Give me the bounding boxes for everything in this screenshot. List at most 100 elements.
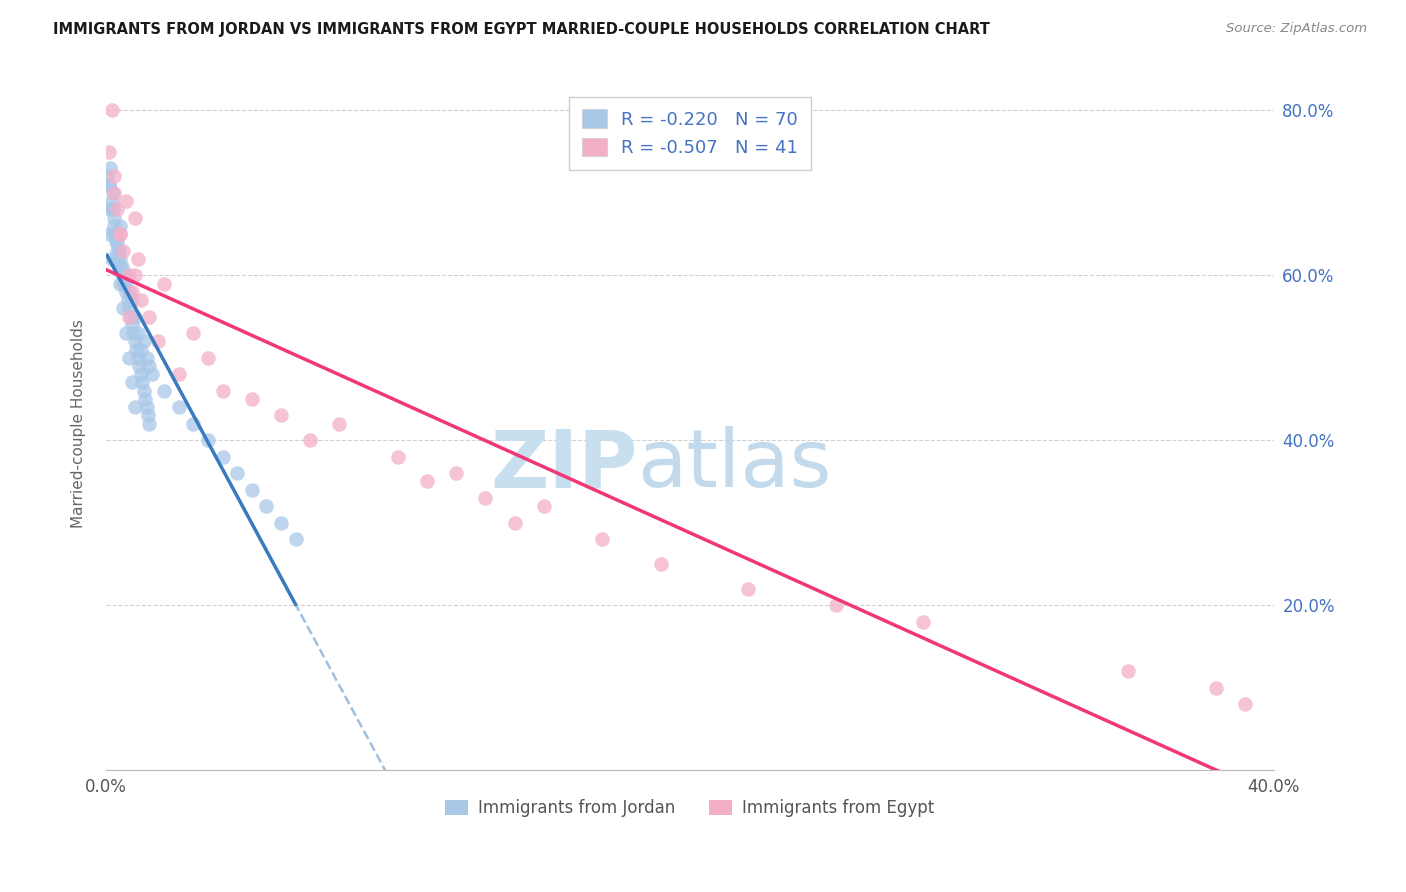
Point (240, 392, 263, 406)
Point (115, 285, 138, 299)
Point (153, 277, 176, 291)
Point (121, 285, 143, 299)
Point (97, 178, 120, 192)
Point (112, 268, 135, 283)
Point (117, 293, 139, 307)
Point (1116, 664, 1139, 678)
Point (211, 450, 233, 464)
Point (1233, 697, 1256, 711)
Point (110, 277, 132, 291)
Point (103, 169, 125, 184)
Point (121, 376, 143, 390)
Point (136, 409, 159, 423)
Point (125, 343, 148, 357)
Legend: Immigrants from Jordan, Immigrants from Egypt: Immigrants from Jordan, Immigrants from … (439, 793, 941, 824)
Point (503, 516, 526, 530)
Point (105, 244, 128, 258)
Point (103, 227, 125, 241)
Point (100, 202, 122, 217)
Point (110, 260, 132, 274)
Point (129, 343, 152, 357)
Point (118, 310, 141, 324)
Point (122, 326, 145, 340)
Point (254, 499, 277, 513)
Point (138, 310, 160, 324)
Point (96, 169, 118, 184)
Point (650, 557, 672, 571)
Point (127, 252, 149, 266)
Point (197, 434, 219, 448)
Point (118, 301, 141, 316)
Point (97, 145, 120, 159)
Point (912, 615, 935, 629)
Point (444, 466, 467, 480)
Point (138, 417, 160, 431)
Point (115, 194, 138, 208)
Text: atlas: atlas (637, 426, 831, 504)
Point (132, 334, 155, 349)
Point (533, 499, 555, 513)
Point (181, 417, 204, 431)
Point (284, 532, 307, 546)
Point (591, 532, 613, 546)
Point (118, 351, 141, 365)
Point (328, 417, 350, 431)
Point (101, 202, 124, 217)
Point (103, 186, 125, 200)
Point (131, 376, 153, 390)
Point (115, 268, 138, 283)
Point (138, 359, 160, 373)
Point (148, 334, 170, 349)
Point (104, 227, 127, 241)
Point (474, 491, 496, 505)
Point (98, 202, 121, 217)
Point (299, 434, 322, 448)
Point (124, 334, 146, 349)
Point (120, 310, 142, 324)
Point (135, 351, 157, 365)
Point (97, 227, 120, 241)
Point (121, 318, 143, 332)
Text: ZIP: ZIP (489, 426, 637, 504)
Point (110, 227, 132, 241)
Point (97, 178, 120, 192)
Point (110, 252, 132, 266)
Point (115, 326, 138, 340)
Point (270, 516, 292, 530)
Point (114, 277, 136, 291)
Point (1205, 681, 1227, 695)
Point (101, 186, 124, 200)
Y-axis label: Married-couple Households: Married-couple Households (72, 319, 86, 528)
Point (108, 244, 131, 258)
Point (129, 368, 152, 382)
Point (124, 310, 146, 324)
Point (167, 368, 190, 382)
Point (100, 194, 122, 208)
Point (127, 351, 149, 365)
Point (127, 326, 149, 340)
Text: Source: ZipAtlas.com: Source: ZipAtlas.com (1226, 22, 1367, 36)
Point (100, 252, 122, 266)
Point (134, 392, 156, 406)
Point (197, 351, 219, 365)
Point (100, 103, 122, 118)
Point (181, 326, 204, 340)
Point (111, 260, 134, 274)
Point (98, 161, 121, 175)
Point (112, 244, 135, 258)
Text: IMMIGRANTS FROM JORDAN VS IMMIGRANTS FROM EGYPT MARRIED-COUPLE HOUSEHOLDS CORREL: IMMIGRANTS FROM JORDAN VS IMMIGRANTS FRO… (53, 22, 990, 37)
Point (153, 384, 176, 398)
Point (112, 301, 135, 316)
Point (240, 483, 263, 497)
Point (211, 384, 233, 398)
Point (105, 235, 128, 250)
Point (121, 293, 143, 307)
Point (129, 293, 152, 307)
Point (104, 235, 127, 250)
Point (105, 202, 128, 217)
Point (128, 359, 150, 373)
Point (103, 211, 125, 225)
Point (167, 401, 190, 415)
Point (824, 598, 846, 612)
Point (110, 219, 132, 233)
